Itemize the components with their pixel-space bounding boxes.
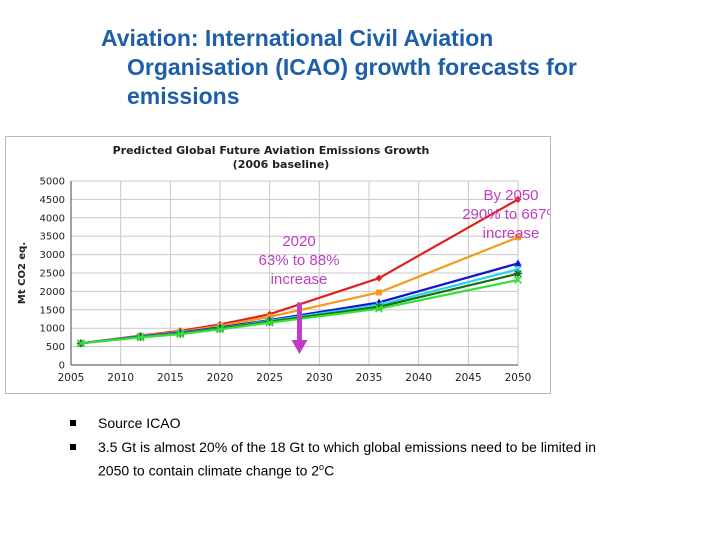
- y-tick-label: 4500: [40, 195, 65, 206]
- data-point: [514, 195, 522, 203]
- x-tick-label: 2015: [157, 372, 184, 384]
- series-6: [76, 275, 523, 348]
- x-tick-label: 2030: [306, 372, 333, 384]
- chart-title-main: Predicted Global Future Aviation Emissio…: [112, 144, 430, 157]
- data-point: [514, 259, 522, 267]
- x-tick-label: 2045: [455, 372, 482, 384]
- y-tick-label: 4000: [40, 213, 65, 224]
- y-tick-label: 0: [59, 361, 65, 372]
- emissions-line-chart: 0 500 1000 1500 2000 2500 3000 3500 4000 4500 5000…: [17, 177, 550, 385]
- x-tick-label: 2050: [505, 372, 532, 384]
- bullet-limit-text: 3.5 Gt is almost 20% of the 18 Gt to whi…: [98, 439, 597, 455]
- y-tick-label: 500: [46, 342, 65, 353]
- ann2050-line-1: By 2050: [483, 187, 538, 204]
- y-tick-label: 3000: [40, 250, 65, 261]
- data-point: [374, 304, 383, 313]
- slide-title: Aviation: International Civil Aviation O…: [101, 24, 701, 111]
- bullet-limit-text-2: 2050 to contain climate change to 2: [98, 462, 320, 479]
- bullet-marker: [70, 444, 76, 450]
- x-tick-label: 2010: [107, 372, 134, 384]
- data-point: [514, 269, 522, 278]
- ann2020-line-2: 63% to 88%: [259, 252, 340, 269]
- x-tick-label: 2020: [207, 372, 234, 384]
- data-point: [375, 274, 383, 282]
- data-point: [265, 318, 274, 327]
- x-tick-label: 2040: [405, 372, 432, 384]
- chart-title: Predicted Global Future Aviation Emissio…: [6, 144, 536, 172]
- y-tick-label: 2000: [40, 287, 65, 298]
- x-tick-label: 2035: [356, 372, 383, 384]
- data-point: [375, 289, 382, 296]
- data-point: [515, 234, 521, 241]
- degree-superscript: o: [319, 462, 325, 472]
- ann2050-line-2: 290% to 667%: [462, 206, 550, 223]
- data-point: [176, 330, 185, 339]
- slide-title-line2: Organisation (ICAO) growth forecasts for: [127, 54, 577, 80]
- x-tick-label: 2005: [58, 372, 85, 384]
- y-tick-label: 5000: [40, 177, 65, 188]
- data-point: [136, 333, 145, 342]
- slide-title-line1: Aviation: International Civil Aviation: [101, 25, 494, 51]
- bullet-limit-tail: C: [324, 462, 335, 479]
- y-tick-label: 3500: [40, 232, 65, 243]
- data-point: [76, 339, 85, 348]
- arrow-head: [291, 339, 308, 354]
- ann2020-line-1: 2020: [282, 233, 315, 250]
- y-tick-label: 2500: [40, 269, 65, 280]
- bullet-source-text: Source ICAO: [98, 415, 181, 431]
- bullet-list: Source ICAO 3.5 Gt is almost 20% of the …: [70, 413, 690, 485]
- bullet-marker: [70, 420, 76, 426]
- bullet-source: Source ICAO: [70, 413, 690, 433]
- ann2020-line-3: increase: [271, 271, 328, 288]
- y-tick-label: 1000: [40, 324, 65, 335]
- y-axis-label: Mt CO2 eq.: [17, 242, 28, 304]
- chart-frame: Predicted Global Future Aviation Emissio…: [5, 136, 551, 394]
- data-point: [513, 275, 523, 285]
- bullet-limit: 3.5 Gt is almost 20% of the 18 Gt to whi…: [70, 437, 690, 481]
- slide-title-line3: emissions: [127, 83, 240, 109]
- chart-subtitle: (2006 baseline): [232, 158, 330, 171]
- data-point: [215, 325, 225, 334]
- data-point: [374, 302, 383, 311]
- ann2050-line-3: increase: [483, 225, 540, 242]
- x-tick-label: 2025: [256, 372, 283, 384]
- y-tick-label: 1500: [40, 305, 65, 316]
